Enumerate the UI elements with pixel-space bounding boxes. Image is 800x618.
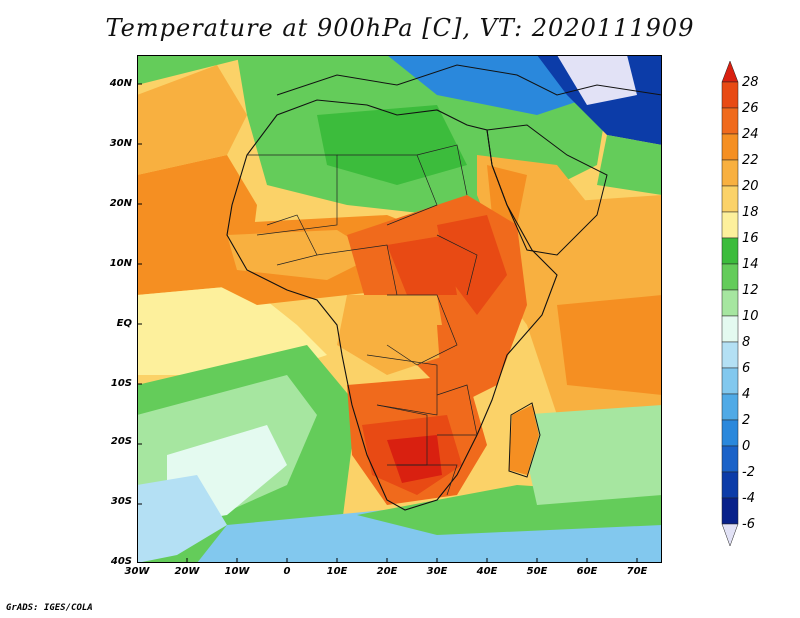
field-red-sea-warm xyxy=(487,165,527,225)
field-southern-ocean xyxy=(197,505,662,563)
lat-label-20n: 20N xyxy=(109,198,132,209)
europe-coastline xyxy=(276,64,662,96)
colorbar-label-8: 8 xyxy=(742,335,751,350)
field-sudan-hot xyxy=(387,235,457,295)
colorbar-segment-14-16 xyxy=(721,237,739,265)
temperature-map xyxy=(137,55,662,563)
colorbar-segment-22-24 xyxy=(721,133,739,161)
field-north-atlantic-cool xyxy=(137,55,257,85)
colorbar-label-12: 12 xyxy=(742,283,759,298)
lat-label-10n: 10N xyxy=(109,258,132,269)
colorbar-segment-20-22 xyxy=(721,159,739,187)
lat-label-30s: 30S xyxy=(110,496,132,507)
lon-label-50e: 50E xyxy=(526,566,548,577)
field-sahel-light xyxy=(227,230,377,280)
colorbar-segment-26-28 xyxy=(721,81,739,109)
lon-label-30e: 30E xyxy=(426,566,448,577)
axis-ticks xyxy=(137,83,638,563)
field-indian-ocean-warm xyxy=(557,295,662,395)
field-europe-cold xyxy=(387,55,597,115)
lat-label-10s: 10S xyxy=(110,378,132,389)
credit-text: GrADS: IGES/COLA xyxy=(6,603,93,613)
lon-label-70e: 70E xyxy=(626,566,648,577)
colorbar-label-4: 4 xyxy=(742,387,751,402)
lat-label-40s: 40S xyxy=(110,556,132,567)
colorbar-segment-12-14 xyxy=(721,263,739,291)
colorbar-label-20: 20 xyxy=(742,179,759,194)
colorbar-label-24: 24 xyxy=(742,127,759,142)
colorbar-label-10: 10 xyxy=(742,309,759,324)
colorbar-label-26: 26 xyxy=(742,101,759,116)
colorbar-label-m4: -4 xyxy=(742,491,755,506)
colorbar-segment-m2-0 xyxy=(721,445,739,473)
field-middle-east-green xyxy=(597,135,662,195)
lat-label-20s: 20S xyxy=(110,436,132,447)
map-frame xyxy=(137,55,662,563)
colorbar-segment-0-2 xyxy=(721,419,739,447)
field-botswana-max xyxy=(387,435,442,483)
colorbar-segment-8-10 xyxy=(721,315,739,343)
field-atlantic-north xyxy=(137,65,247,175)
field-south-indian-green xyxy=(517,405,662,505)
field-ethiopia-hot xyxy=(437,215,507,315)
colorbar-segment-10-12 xyxy=(721,289,739,317)
lon-label-20w: 20W xyxy=(174,566,200,577)
colorbar-segment-2-4 xyxy=(721,393,739,421)
colorbar-top-arrow xyxy=(721,60,739,83)
lon-label-30w: 30W xyxy=(124,566,150,577)
field-lake-region xyxy=(437,325,477,395)
colorbar-label-6: 6 xyxy=(742,361,751,376)
field-below-min xyxy=(557,55,637,105)
colorbar-label-22: 22 xyxy=(742,153,759,168)
colorbar-segment-4-6 xyxy=(721,367,739,395)
arabia-coastline xyxy=(486,124,608,256)
colorbar-label-m6: -6 xyxy=(742,517,755,532)
colorbar-segment-16-18 xyxy=(721,211,739,239)
map-plot-area xyxy=(137,55,662,563)
colorbar-label-2: 2 xyxy=(742,413,751,428)
colorbar xyxy=(721,60,739,547)
lat-label-eq: EQ xyxy=(116,318,132,329)
field-south-atlantic-blue xyxy=(137,475,227,563)
colorbar-label-28: 28 xyxy=(742,75,759,90)
colorbar-label-14: 14 xyxy=(742,257,759,272)
map-title: Temperature at 900hPa [C], VT: 202011190… xyxy=(105,14,695,42)
lon-label-10e: 10E xyxy=(326,566,348,577)
colorbar-bottom-arrow xyxy=(721,523,739,547)
colorbar-segment-6-8 xyxy=(721,341,739,369)
lon-label-40e: 40E xyxy=(476,566,498,577)
colorbar-segment-m6-m4 xyxy=(721,497,739,525)
colorbar-label-m2: -2 xyxy=(742,465,755,480)
country-borders xyxy=(247,144,478,496)
lon-label-0: 0 xyxy=(283,566,291,577)
lon-label-10w: 10W xyxy=(224,566,250,577)
colorbar-segment-24-26 xyxy=(721,107,739,135)
colorbar-label-0: 0 xyxy=(742,439,751,454)
colorbar-segment-m4-m2 xyxy=(721,471,739,499)
colorbar-label-16: 16 xyxy=(742,231,759,246)
field-congo xyxy=(337,295,447,375)
field-madagascar xyxy=(509,405,539,475)
madagascar-coastline xyxy=(508,402,541,478)
lon-label-20e: 20E xyxy=(376,566,398,577)
lon-label-60e: 60E xyxy=(576,566,598,577)
colorbar-label-18: 18 xyxy=(742,205,759,220)
colorbar-segment-18-20 xyxy=(721,185,739,213)
africa-coastline xyxy=(226,99,558,511)
lat-label-40n: 40N xyxy=(109,78,132,89)
field-sahara-green xyxy=(317,105,467,185)
lat-label-30n: 30N xyxy=(109,138,132,149)
